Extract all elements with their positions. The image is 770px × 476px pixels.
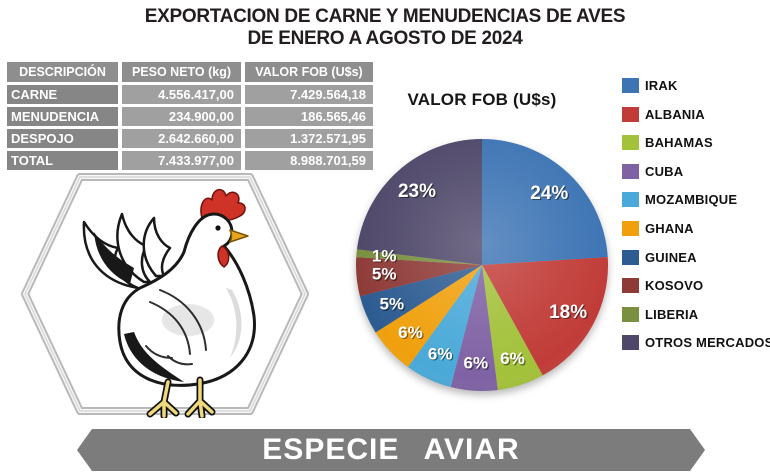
- pie-chart-title: VALOR FOB (U$s): [407, 90, 557, 109]
- table-row-menudencia-fob: 186.565,46: [245, 107, 373, 126]
- legend-swatch-icon: [622, 278, 639, 294]
- pie-gloss-overlay: [356, 139, 608, 391]
- pie-data-label: 5%: [380, 295, 405, 314]
- title-line-1: EXPORTACION DE CARNE Y MENUDENCIAS DE AV…: [144, 6, 626, 27]
- chicken-illustration: [82, 188, 256, 418]
- legend-item-albania: ALBANIA: [622, 106, 770, 122]
- pie-data-label: 5%: [381, 296, 406, 315]
- table-row-total-fob: 8.988.701,59: [245, 151, 373, 170]
- pie-data-label: 6%: [501, 350, 526, 369]
- legend-item-mozambique: MOZAMBIQUE: [622, 192, 770, 208]
- legend-item-liberia: LIBERIA: [622, 306, 770, 322]
- table-row-despojo-label: DESPOJO: [7, 129, 118, 148]
- especie-aviar-banner: ESPECIE AVIAR: [77, 429, 705, 471]
- legend-swatch-icon: [622, 106, 639, 122]
- pie-data-label: 6%: [464, 354, 489, 373]
- banner-label: ESPECIE AVIAR: [262, 433, 520, 466]
- pie-percентage-labels: 24%24%18%18%6%6%6%6%6%6%6%6%5%5%5%5%1%1%…: [372, 181, 589, 374]
- pie-data-label: 18%: [550, 303, 588, 324]
- legend-item-ghana: GHANA: [622, 220, 770, 236]
- table-header-peso-neto: PESO NETO (kg): [122, 62, 241, 82]
- pie-data-label: 1%: [372, 246, 397, 265]
- pie-data-label: 6%: [465, 355, 490, 374]
- table-row-menudencia-peso: 234.900,00: [122, 107, 241, 126]
- pie-data-label: 5%: [372, 265, 397, 284]
- pie-data-label: 5%: [373, 266, 398, 285]
- page-title: EXPORTACION DE CARNE Y MENUDENCIAS DE AV…: [0, 6, 770, 50]
- table-header-descripcion: DESCRIPCIÓN: [7, 62, 118, 82]
- table-row-despojo-peso: 2.642.660,00: [122, 129, 241, 148]
- legend-swatch-icon: [622, 163, 639, 179]
- legend-swatch-icon: [622, 78, 639, 93]
- legend-swatch-icon: [622, 335, 639, 351]
- table-row-carne-label: CARNE: [7, 85, 118, 104]
- table-row-despojo-fob: 1.372.571,95: [245, 129, 373, 148]
- pie-chart: 24%24%18%18%6%6%6%6%6%6%6%6%5%5%5%5%1%1%…: [356, 139, 608, 392]
- pie-data-label: 18%: [549, 302, 587, 323]
- pie-legend: IRAK ALBANIA BAHAMAS CUBA MOZAMBIQUE GHA…: [622, 78, 770, 351]
- legend-swatch-icon: [622, 192, 639, 208]
- title-line-2: DE ENERO A AGOSTO DE 2024: [247, 28, 523, 49]
- legend-swatch-icon: [622, 135, 639, 151]
- legend-swatch-icon: [622, 220, 639, 236]
- pie-data-label: 6%: [500, 349, 525, 368]
- pie-data-label: 6%: [398, 323, 423, 342]
- pie-data-label: 24%: [530, 183, 568, 204]
- pie-data-label: 24%: [532, 184, 570, 205]
- table-header-valor-fob: VALOR FOB (U$s): [245, 62, 373, 82]
- pie-data-label: 23%: [399, 182, 437, 203]
- legend-item-bahamas: BAHAMAS: [622, 135, 770, 151]
- pie-data-label: 6%: [399, 324, 424, 343]
- legend-swatch-icon: [622, 249, 639, 265]
- hexagon-frame: [21, 173, 309, 418]
- legend-item-otros-mercados: OTROS MERCADOS: [622, 335, 770, 351]
- table-row-carne-fob: 7.429.564,18: [245, 85, 373, 104]
- pie-data-label: 6%: [428, 344, 453, 363]
- table-row-menudencia-label: MENUDENCIA: [7, 107, 118, 126]
- pie-data-label: 1%: [373, 248, 398, 267]
- table-row-total-peso: 7.433.977,00: [122, 151, 241, 170]
- table-row-carne-peso: 4.556.417,00: [122, 85, 241, 104]
- legend-swatch-icon: [622, 306, 639, 322]
- legend-item-irak: IRAK: [622, 78, 770, 93]
- legend-item-cuba: CUBA: [622, 163, 770, 179]
- export-table: DESCRIPCIÓN PESO NETO (kg) VALOR FOB (U$…: [7, 62, 373, 170]
- table-row-total-label: TOTAL: [7, 151, 118, 170]
- legend-item-kosovo: KOSOVO: [622, 278, 770, 294]
- pie-data-label: 23%: [398, 181, 436, 202]
- pie-data-label: 6%: [429, 346, 454, 365]
- legend-item-guinea: GUINEA: [622, 249, 770, 265]
